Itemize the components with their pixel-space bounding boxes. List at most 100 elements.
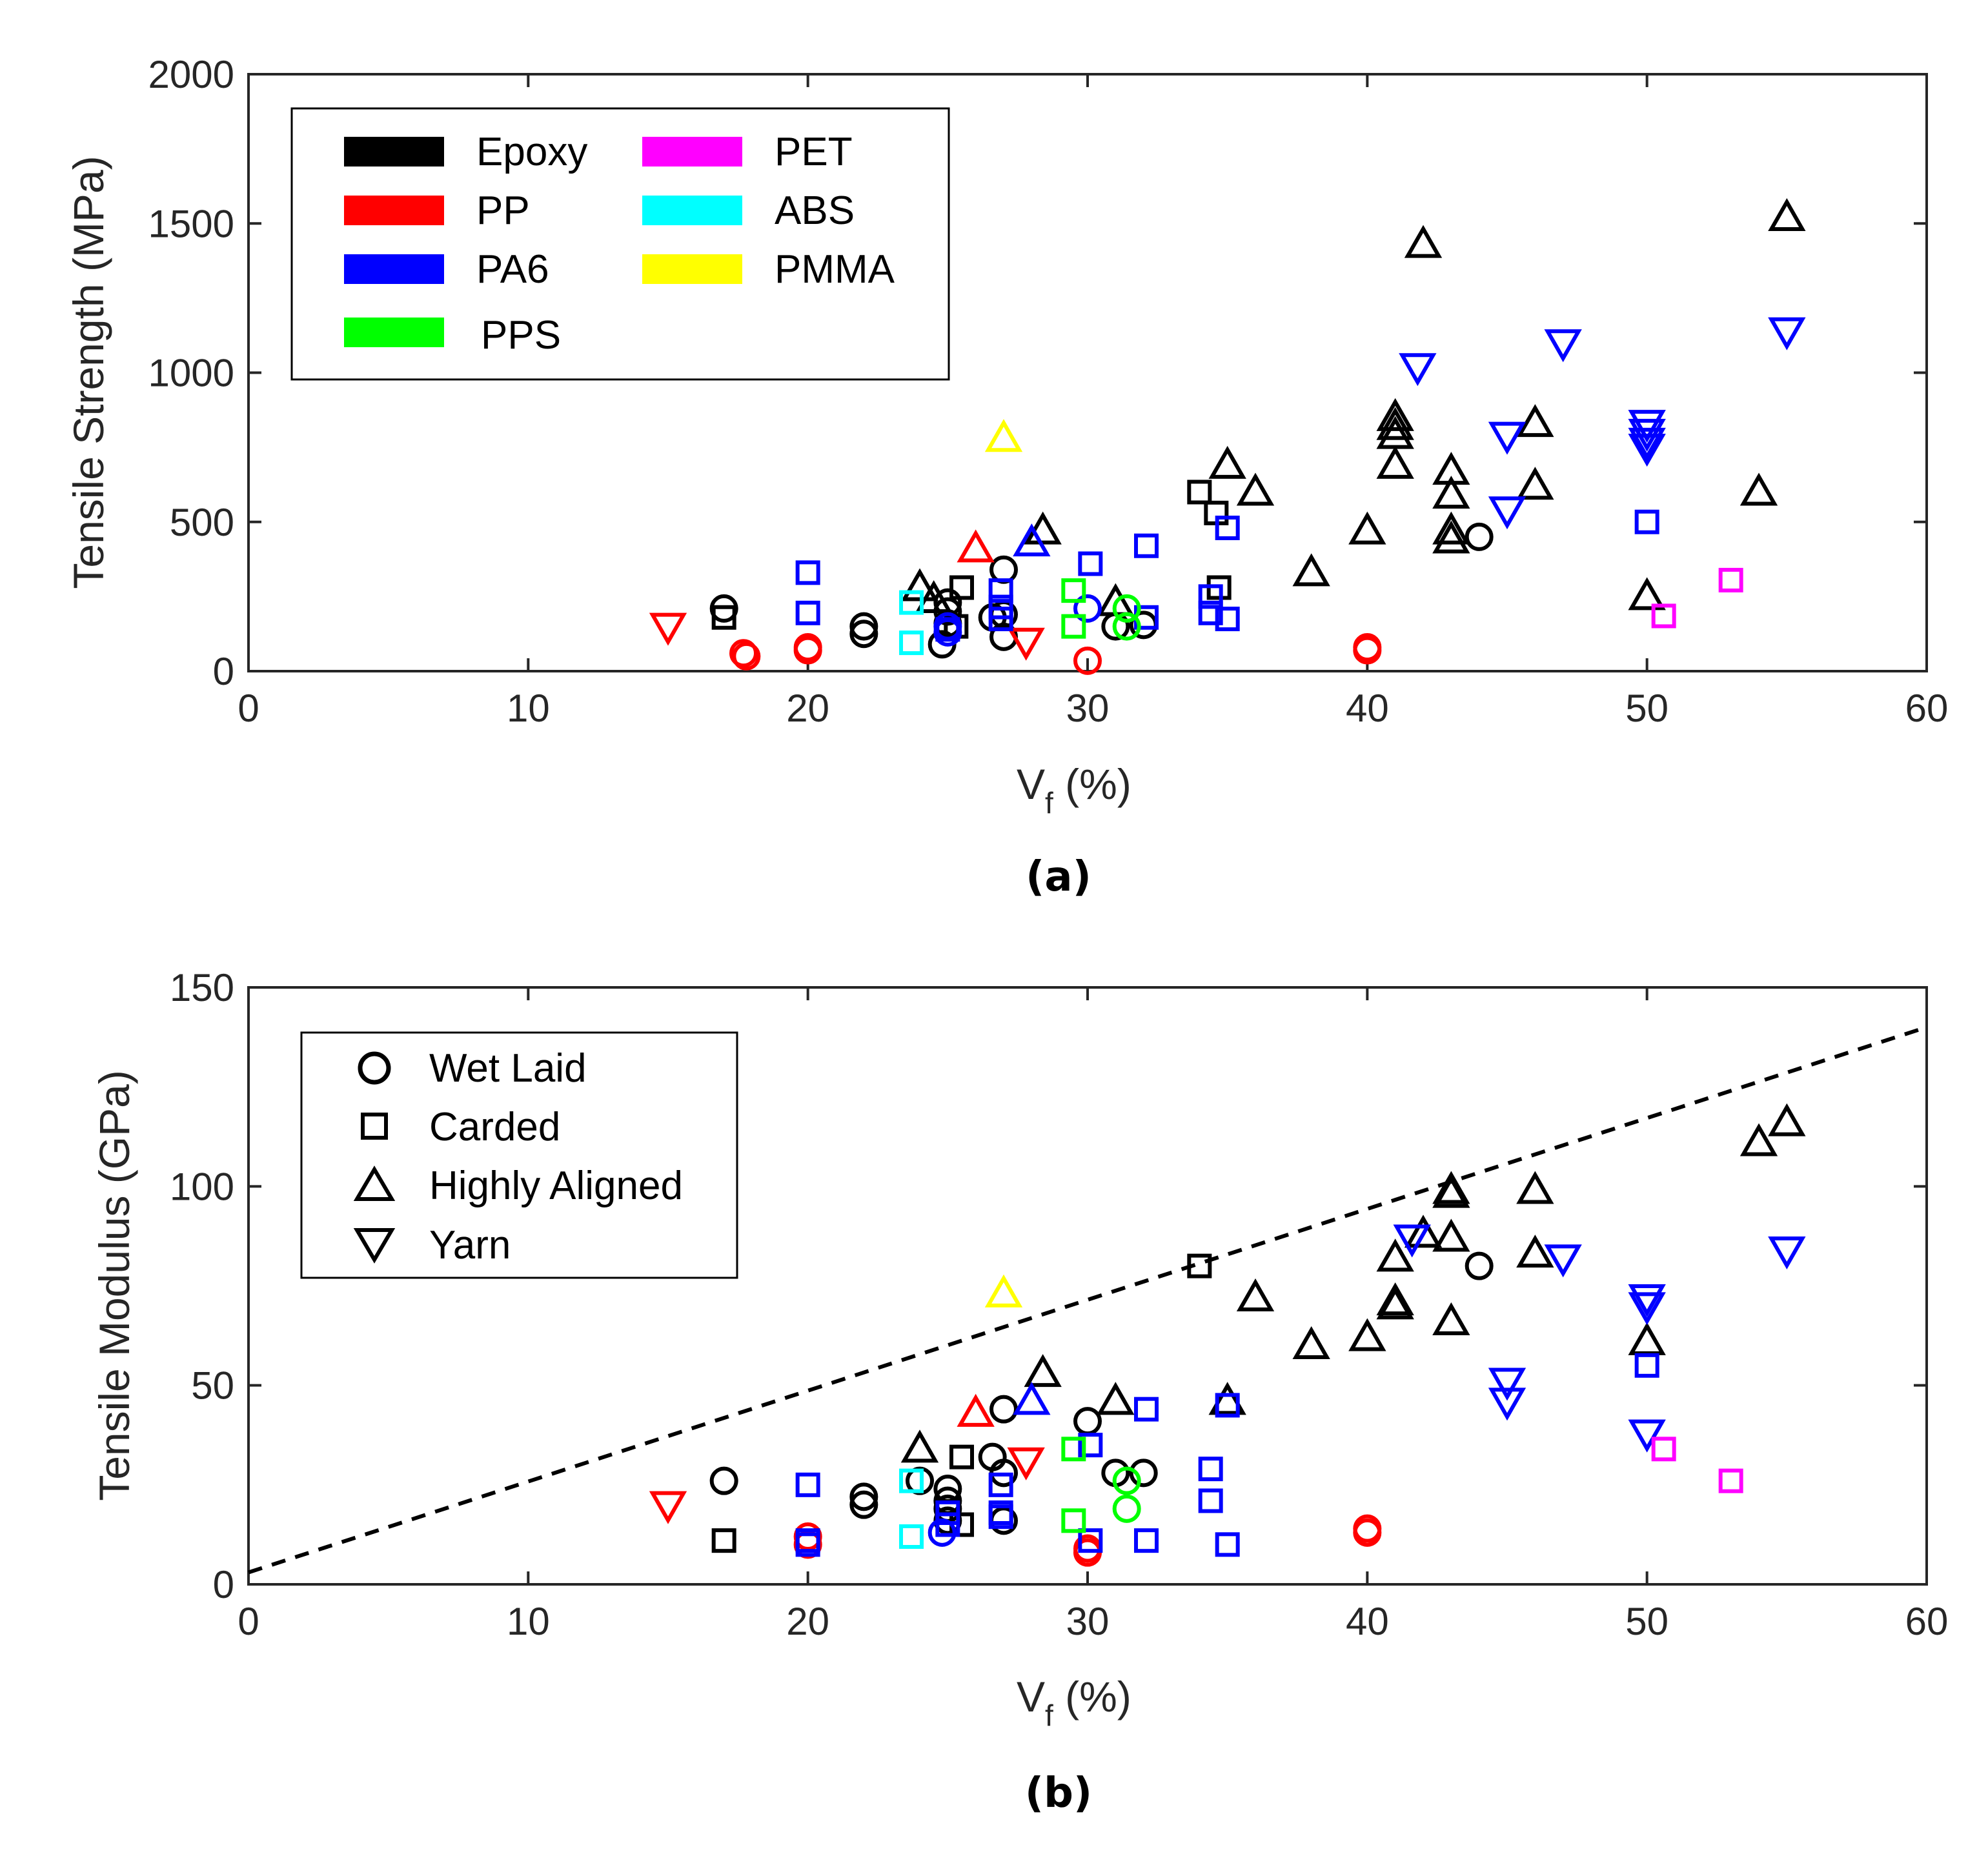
marker-triangle-pp <box>957 1393 995 1427</box>
marker-square-epoxy <box>1187 479 1212 505</box>
legend-label-abs: ABS <box>775 188 855 233</box>
y-tick-label: 50 <box>191 1364 234 1408</box>
legend-a: Epoxy PP PA6 PPS PET ABS <box>290 107 950 381</box>
y-tick-label: 500 <box>170 501 234 544</box>
marker-square-pa6 <box>1078 1528 1103 1553</box>
marker-down-triangle-pa6 <box>1768 317 1806 350</box>
y-tick-label: 0 <box>213 650 234 693</box>
marker-square-abs <box>899 1468 924 1493</box>
marker-circle-pp <box>793 636 822 665</box>
marker-square-epoxy <box>949 1444 974 1469</box>
y-tick-label: 1500 <box>148 202 234 245</box>
marker-square-pa6 <box>795 1472 820 1497</box>
marker-square-pa6 <box>988 1472 1013 1497</box>
marker-square-pet <box>1651 1437 1676 1462</box>
x-tick-label: 40 <box>1346 687 1389 730</box>
legend-label-wet-laid: Wet Laid <box>429 1046 587 1091</box>
marker-square-pa6 <box>1634 509 1659 534</box>
panel-b-tensile-modulus: 0 10 20 30 40 50 60 0 50 100 150 Tensile Modulus (… <box>90 966 1948 1817</box>
marker-circle-epoxy <box>1465 522 1494 551</box>
marker-square-epoxy <box>949 575 974 600</box>
marker-triangle-pa6 <box>1013 523 1051 557</box>
marker-square-pa6 <box>988 578 1013 603</box>
marker-square-pa6 <box>795 600 820 625</box>
marker-square-pps <box>1061 578 1086 603</box>
marker-square-pps <box>1061 1437 1086 1462</box>
marker-square-pa6 <box>1198 1488 1223 1513</box>
marker-square-pa6 <box>1215 1393 1240 1418</box>
marker-triangle-epoxy <box>1740 1123 1778 1156</box>
marker-down-triangle-pa6 <box>1628 1419 1666 1453</box>
legend-swatch-epoxy <box>344 137 444 167</box>
marker-square-pa6 <box>1215 516 1240 540</box>
marker-circle-pp <box>1073 646 1102 675</box>
y-axis-label-a: Tensile Strength (MPa) <box>65 156 112 589</box>
marker-square-pps <box>1061 614 1086 639</box>
marker-down-triangle-pp <box>1007 627 1045 661</box>
marker-circle-pp <box>1353 1518 1382 1547</box>
legend-entry-pa6: PA6 <box>344 247 549 292</box>
legend-label-carded: Carded <box>429 1105 560 1149</box>
caption-b: (b) <box>1025 1770 1092 1817</box>
marker-circle-pps <box>1112 1466 1141 1495</box>
marker-circle-epoxy <box>989 1395 1018 1424</box>
x-tick-label: 10 <box>507 687 550 730</box>
legend-swatch-pet <box>642 137 742 167</box>
triangle-marker-icon <box>353 1166 396 1201</box>
marker-square-epoxy <box>711 1528 736 1553</box>
legend-b: Wet Laid Carded Highly Aligned Yarn <box>300 1031 738 1279</box>
x-tick-label: 0 <box>238 687 259 730</box>
marker-circle-epoxy <box>1465 1251 1494 1280</box>
marker-circle-pa6 <box>933 618 962 647</box>
marker-down-triangle-pa6 <box>1399 353 1437 387</box>
x-axis-label-a: Vf (%) <box>1017 760 1131 820</box>
legend-label-pmma: PMMA <box>775 247 895 292</box>
marker-triangle-epoxy <box>1432 1218 1470 1252</box>
marker-down-triangle-pa6 <box>1544 329 1582 363</box>
marker-triangle-epoxy <box>1208 445 1246 479</box>
marker-triangle-epoxy <box>1376 445 1414 479</box>
y-tick-label: 150 <box>170 966 234 1009</box>
marker-triangle-epoxy <box>1432 520 1470 554</box>
marker-triangle-epoxy <box>1432 1302 1470 1335</box>
marker-down-triangle-pa6 <box>1544 1244 1582 1278</box>
marker-square-pa6 <box>1215 1532 1240 1557</box>
legend-entry-wet-laid: Wet Laid <box>358 1046 587 1091</box>
marker-triangle-epoxy <box>1516 404 1554 438</box>
legend-swatch-pmma <box>642 254 742 284</box>
marker-square-epoxy <box>1187 1253 1212 1278</box>
marker-square-abs <box>899 1524 924 1549</box>
marker-square-pet <box>1651 603 1676 629</box>
legend-b-box <box>300 1031 738 1279</box>
marker-triangle-epoxy <box>1236 472 1275 506</box>
marker-down-triangle-pa6 <box>1393 1224 1431 1258</box>
legend-label-pet: PET <box>775 130 853 174</box>
marker-circle-pps <box>1112 594 1141 623</box>
marker-triangle-epoxy <box>1404 1215 1443 1248</box>
legend-label-pa6: PA6 <box>476 247 549 292</box>
marker-triangle-epoxy <box>1516 1171 1554 1204</box>
marker-triangle-epoxy <box>1376 407 1414 440</box>
legend-swatch-pa6 <box>344 254 444 284</box>
marker-down-triangle-pa6 <box>1488 496 1527 530</box>
legend-entry-yarn: Yarn <box>353 1223 511 1267</box>
marker-down-triangle-pa6 <box>1628 1292 1666 1326</box>
marker-square-pa6 <box>1198 584 1223 609</box>
marker-square-abs <box>899 631 924 656</box>
marker-circle-epoxy <box>1129 1458 1158 1488</box>
x-tick-label: 30 <box>1066 687 1110 730</box>
marker-circle-pp <box>732 641 761 671</box>
marker-triangle-epoxy <box>1348 511 1386 545</box>
marker-triangle-epoxy <box>1376 1282 1414 1316</box>
x-tick-label: 40 <box>1346 1600 1389 1643</box>
marker-down-triangle-pa6 <box>1628 410 1666 443</box>
legend-entry-epoxy: Epoxy <box>344 130 587 174</box>
marker-down-triangle-pa6 <box>1628 434 1666 467</box>
marker-circle-pa6 <box>1073 594 1102 623</box>
axis-ticks-b <box>247 986 1928 1586</box>
marker-triangle-epoxy <box>1292 553 1330 587</box>
marker-down-triangle-pp <box>649 1491 687 1524</box>
legend-label-highly-aligned: Highly Aligned <box>429 1164 683 1208</box>
marker-square-pa6 <box>1078 551 1103 576</box>
